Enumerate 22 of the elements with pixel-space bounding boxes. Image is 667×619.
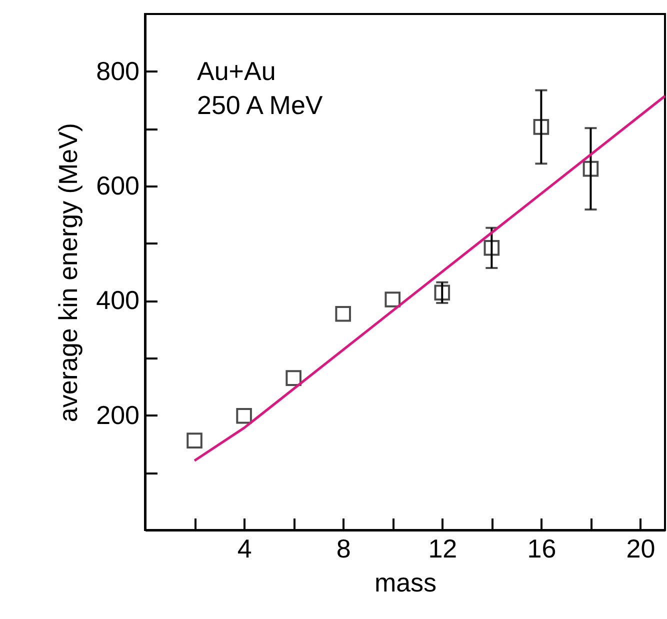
point bbox=[533, 119, 550, 135]
point bbox=[186, 432, 202, 448]
x-tick-label: 20 bbox=[626, 534, 656, 564]
point bbox=[484, 240, 500, 256]
y-tick-label: 200 bbox=[96, 400, 140, 430]
y-tick-label: 600 bbox=[96, 170, 140, 200]
y-axis-title: average kin energy (MeV) bbox=[53, 122, 84, 422]
x-tick-label: 16 bbox=[527, 534, 556, 564]
point bbox=[286, 370, 302, 386]
y-tick-label: 800 bbox=[96, 56, 140, 86]
annotation: Au+Au bbox=[197, 56, 276, 86]
point bbox=[236, 408, 252, 424]
y-tick-label: 400 bbox=[96, 285, 140, 316]
point bbox=[434, 284, 450, 301]
point bbox=[582, 160, 599, 177]
annotation: 250 A MeV bbox=[197, 90, 324, 120]
x-tick-label: 12 bbox=[428, 534, 458, 564]
x-tick-label: 4 bbox=[237, 534, 252, 564]
point bbox=[335, 306, 351, 322]
point bbox=[384, 292, 401, 308]
x-axis-title: mass bbox=[374, 568, 437, 598]
x-tick-label: 8 bbox=[336, 534, 351, 564]
